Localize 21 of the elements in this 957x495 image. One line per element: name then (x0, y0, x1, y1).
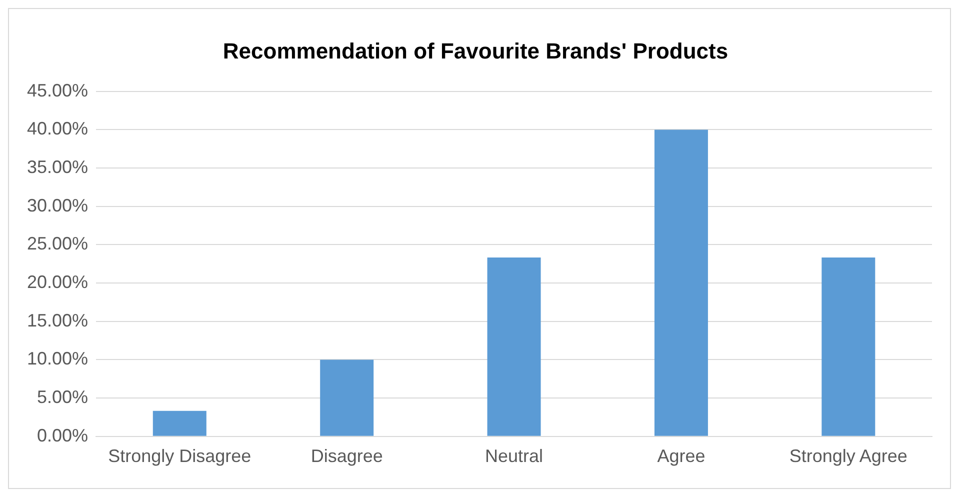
x-tick-label: Agree (657, 446, 706, 466)
x-tick-label: Disagree (310, 446, 383, 466)
bar (654, 130, 708, 436)
y-tick-label: 20.00% (26, 272, 88, 292)
y-tick-label: 15.00% (26, 310, 88, 330)
x-tick-label: Strongly Disagree (108, 446, 252, 466)
x-tick-label: Neutral (485, 446, 544, 466)
bar (152, 410, 206, 436)
y-tick-label: 40.00% (26, 118, 88, 139)
bar (822, 258, 876, 436)
bar (320, 360, 374, 436)
y-tick-label: 25.00% (26, 234, 88, 254)
y-tick-label: 0.00% (37, 425, 88, 446)
x-tick-label: Strongly Agree (789, 446, 908, 466)
bar (487, 258, 541, 436)
y-tick-label: 30.00% (26, 195, 88, 216)
y-tick-label: 45.00% (26, 80, 88, 100)
y-tick-label: 35.00% (26, 157, 88, 178)
y-tick-label: 10.00% (26, 348, 88, 369)
chart-title: Recommendation of Favourite Brands' Products (222, 38, 728, 64)
y-tick-label: 5.00% (37, 387, 88, 408)
